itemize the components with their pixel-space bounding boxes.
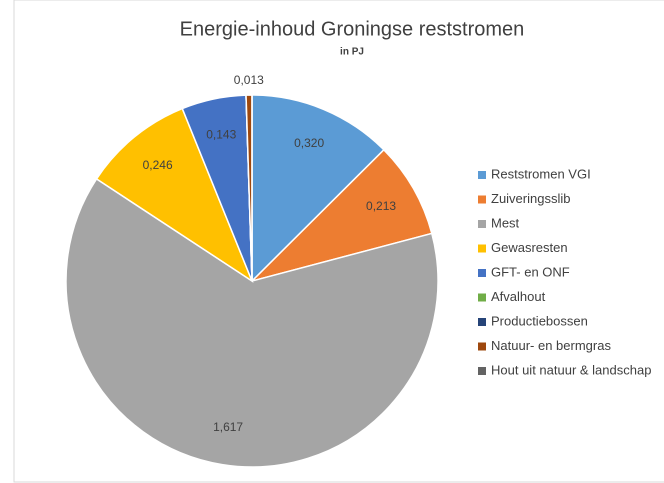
chart-subtitle: in PJ	[340, 47, 364, 58]
data-label: 0,213	[366, 199, 396, 213]
legend-swatch	[478, 269, 486, 277]
legend-label: Mest	[491, 215, 520, 230]
legend-label: GFT- en ONF	[491, 264, 570, 279]
legend-label: Zuiveringsslib	[491, 191, 570, 206]
legend-swatch	[478, 293, 486, 302]
legend-swatch	[478, 220, 486, 228]
pie-slice	[95, 107, 254, 283]
legend-swatch	[478, 195, 486, 204]
data-label: 0,246	[143, 158, 173, 172]
legend-label: Afvalhout	[491, 289, 546, 304]
data-label: 0,320	[294, 136, 324, 150]
legend-label: Gewasresten	[491, 240, 568, 255]
legend-label: Productiebossen	[491, 313, 588, 328]
legend-swatch	[478, 171, 486, 179]
legend-swatch	[478, 367, 486, 375]
legend-label: Hout uit natuur & landschap	[491, 362, 651, 377]
pie-slice	[65, 177, 439, 468]
legend-label: Reststromen VGI	[491, 166, 591, 181]
pie-slice	[251, 94, 385, 283]
data-label: 0,143	[206, 128, 236, 142]
legend-swatch	[478, 318, 486, 326]
pie-slice	[249, 148, 433, 283]
legend-label: Natuur- en bermgras	[491, 338, 611, 353]
legend-swatch	[478, 342, 486, 351]
chart-title: Energie-inhoud Groningse reststromen	[180, 18, 525, 40]
data-label: 0,013	[234, 73, 264, 87]
data-label: 1,617	[213, 420, 243, 434]
legend-swatch	[478, 244, 486, 253]
